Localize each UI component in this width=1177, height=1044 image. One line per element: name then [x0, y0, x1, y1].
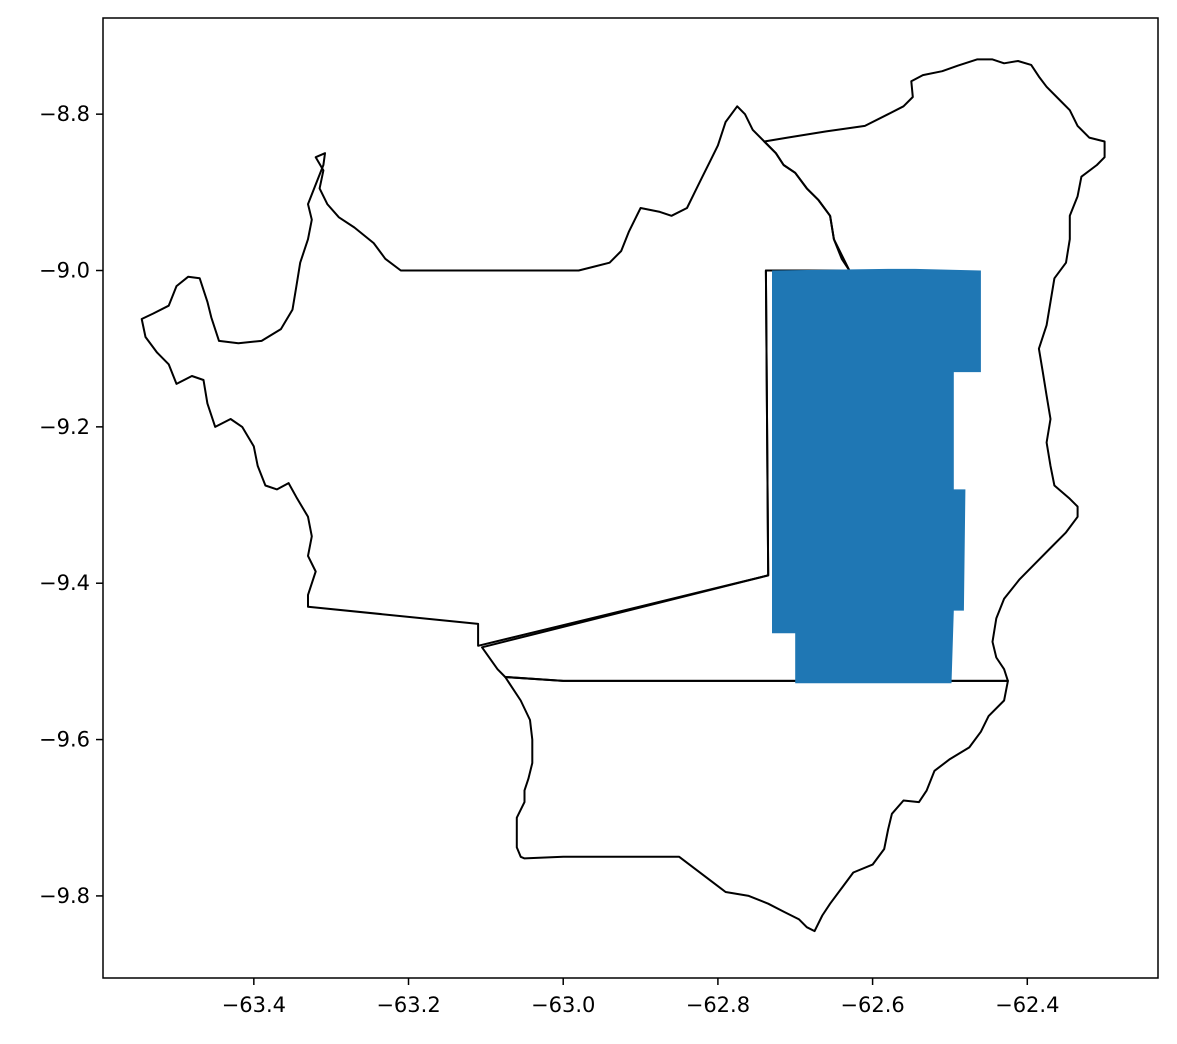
x-tick-label: −62.4	[995, 993, 1059, 1017]
axes-frame	[102, 17, 1159, 979]
highlighted-area	[772, 268, 981, 684]
region-boundary-1	[140, 105, 851, 647]
y-tick-label: −9.4	[39, 571, 90, 595]
y-tick-label: −9.8	[39, 884, 90, 908]
x-tick-label: −63.0	[531, 993, 595, 1017]
y-tick-label: −9.2	[39, 415, 90, 439]
y-tick-label: −8.8	[39, 102, 90, 126]
y-axis: −8.8 −9.0 −9.2 −9.4 −9.6 −9.8	[39, 102, 103, 908]
y-tick-label: −9.6	[39, 728, 90, 752]
x-tick-label: −63.2	[376, 993, 440, 1017]
x-tick-label: −62.6	[840, 993, 904, 1017]
map-regions	[140, 58, 1106, 933]
y-tick-label: −9.0	[39, 259, 90, 283]
region-boundary-3	[504, 676, 1009, 933]
x-axis: −63.4 −63.2 −63.0 −62.8 −62.6 −62.4	[222, 978, 1059, 1017]
x-tick-label: −62.8	[686, 993, 750, 1017]
x-tick-label: −63.4	[222, 993, 286, 1017]
